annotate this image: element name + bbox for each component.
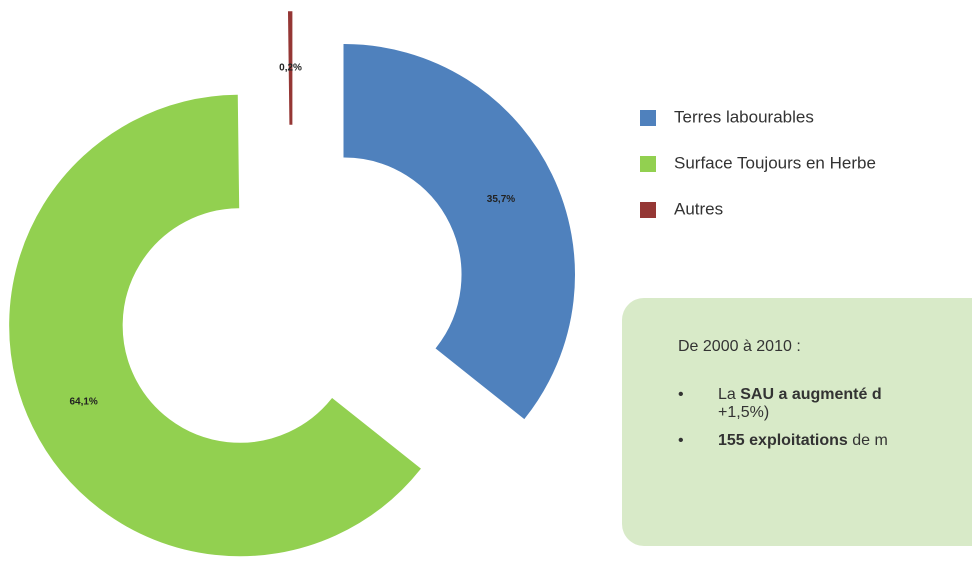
- legend-swatch: [640, 202, 656, 218]
- donut-segment: [287, 11, 293, 125]
- note-bold: SAU a augmenté d: [740, 386, 882, 403]
- legend-swatch: [640, 156, 656, 172]
- value-label: 64,1%: [69, 397, 97, 408]
- note-item: 155 exploitations de m: [678, 432, 972, 450]
- note-bold: 155 exploitations: [718, 432, 848, 449]
- note-heading: De 2000 à 2010 :: [678, 338, 801, 355]
- value-label: 35,7%: [487, 194, 515, 205]
- legend-label: Terres labourables: [674, 107, 814, 126]
- legend-swatch: [640, 110, 656, 126]
- note-item: La SAU a augmenté d+1,5%): [678, 386, 972, 422]
- note-list: La SAU a augmenté d+1,5%) 155 exploitati…: [678, 386, 972, 450]
- legend-label: Surface Toujours en Herbe: [674, 153, 876, 172]
- note-text: de m: [847, 432, 888, 449]
- note-box: De 2000 à 2010 : La SAU a augmenté d+1,5…: [622, 298, 972, 546]
- legend-label: Autres: [674, 199, 723, 218]
- donut-segment: [9, 94, 421, 557]
- note-text: +1,5%): [718, 404, 770, 421]
- note-text: La: [718, 386, 741, 403]
- value-label: 0,2%: [279, 63, 302, 74]
- donut-segment: [343, 44, 575, 420]
